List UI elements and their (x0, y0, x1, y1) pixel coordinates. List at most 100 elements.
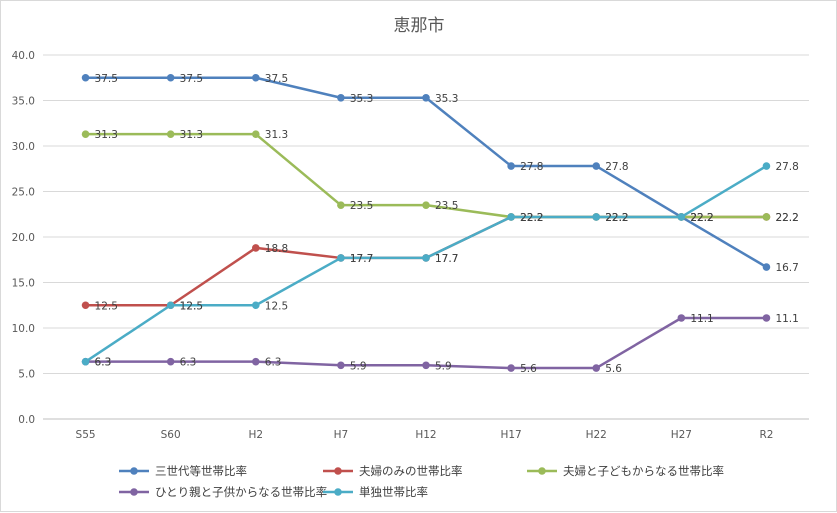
series-1: 37.5 37.5 37.5 35.3 35.3 27.8 27.8 22.2 16.7 (81, 73, 799, 274)
chart-title: 恵那市 (394, 16, 445, 36)
data-point (337, 93, 345, 102)
legend-marker (538, 467, 546, 475)
series-line (84, 164, 768, 363)
data-label: 22.2 (690, 212, 713, 224)
data-label: 22.2 (520, 212, 543, 224)
data-label: 31.3 (265, 129, 288, 141)
legend-label: 三世代等世帯比率 (155, 464, 247, 478)
data-point (251, 130, 260, 138)
data-label: 27.8 (605, 161, 628, 173)
data-label: 17.7 (435, 253, 458, 265)
data-point (762, 213, 771, 221)
data-point (337, 254, 345, 262)
data-point (507, 213, 515, 221)
data-label: 18.8 (265, 243, 288, 255)
data-label: 11.1 (775, 313, 798, 325)
data-label: 22.2 (690, 212, 713, 224)
data-point (422, 201, 430, 209)
data-label: 27.8 (520, 161, 543, 173)
data-label: 17.7 (350, 253, 373, 265)
data-point (762, 314, 771, 322)
data-label: 22.2 (605, 212, 628, 224)
data-point (507, 162, 515, 170)
data-point (507, 364, 515, 372)
data-label: 37.5 (180, 73, 203, 85)
x-tick-label: H7 (334, 429, 349, 441)
data-point (337, 361, 345, 370)
legend-label: 夫婦と子どもからなる世帯比率 (563, 464, 724, 478)
data-label: 35.3 (350, 93, 373, 105)
x-axis-ticks: S55 S60 H2 H7 H12 H17 H22 H27 R2 (76, 429, 774, 441)
data-label: 6.3 (265, 357, 282, 369)
legend-item: ひとり親と子供からなる世帯比率 (119, 485, 327, 499)
data-point (677, 314, 686, 322)
legend-marker (334, 488, 342, 496)
series-3: 31.3 31.3 31.3 23.5 23.5 22.2 22.2 22.2 22.2 (81, 129, 799, 224)
data-label: 12.5 (180, 300, 203, 312)
series-5: 6.3 12.5 12.5 17.7 17.7 22.2 22.2 22.2 27.8 (81, 161, 799, 369)
data-label: 22.2 (775, 212, 798, 224)
data-point (251, 73, 260, 82)
legend: 三世代等世帯比率 夫婦のみの世帯比率 夫婦と子どもからなる世帯比率ひとり親と子供から… (119, 464, 724, 499)
data-point (166, 301, 175, 310)
x-tick-label: S55 (76, 429, 96, 441)
y-tick-label: 10.0 (12, 323, 35, 335)
data-label: 5.6 (605, 363, 622, 375)
data-label: 27.8 (775, 161, 798, 173)
x-tick-label: H17 (500, 429, 521, 441)
data-point (592, 213, 601, 221)
y-tick-label: 15.0 (12, 278, 35, 290)
data-label: 37.5 (95, 73, 118, 85)
data-label: 17.7 (435, 253, 458, 265)
y-tick-label: 5.0 (18, 369, 35, 381)
legend-label: 夫婦のみの世帯比率 (359, 464, 463, 478)
data-label: 6.3 (95, 357, 112, 369)
y-tick-label: 40.0 (12, 50, 35, 62)
legend-label: ひとり親と子供からなる世帯比率 (155, 485, 327, 499)
x-tick-label: H2 (248, 429, 263, 441)
x-tick-label: H27 (671, 429, 692, 441)
data-point (422, 93, 430, 102)
x-tick-label: H22 (586, 429, 607, 441)
x-tick-label: H12 (415, 429, 436, 441)
data-point (166, 130, 175, 138)
x-tick-label: R2 (759, 429, 773, 441)
data-label: 31.3 (95, 129, 118, 141)
data-label: 12.5 (265, 300, 288, 312)
data-label: 5.6 (520, 363, 537, 375)
legend-marker (334, 467, 342, 475)
data-label: 16.7 (775, 262, 798, 274)
y-tick-label: 30.0 (12, 141, 35, 153)
legend-item: 夫婦と子どもからなる世帯比率 (527, 464, 724, 478)
data-label: 22.2 (775, 212, 798, 224)
data-point (677, 213, 686, 221)
legend-item: 単独世帯比率 (323, 485, 428, 499)
data-label: 31.3 (180, 129, 203, 141)
legend-marker (130, 467, 138, 475)
data-point (81, 130, 90, 138)
series-line (84, 76, 768, 269)
data-point (762, 162, 771, 170)
data-label: 6.3 (180, 357, 197, 369)
data-point (762, 263, 771, 271)
data-point (166, 73, 175, 82)
data-point (337, 201, 345, 209)
data-label: 11.1 (690, 313, 713, 325)
legend-label: 単独世帯比率 (359, 485, 428, 499)
legend-item: 三世代等世帯比率 (119, 464, 247, 478)
series-4: 6.3 6.3 6.3 5.9 5.9 5.6 5.6 11.1 11.1 (81, 313, 799, 375)
data-label: 35.3 (435, 93, 458, 105)
data-point (422, 361, 430, 370)
data-point (592, 364, 601, 372)
legend-marker (130, 488, 138, 496)
series-group: 37.5 37.5 37.5 35.3 35.3 27.8 27.8 22.2 16.7 12.5… (81, 73, 799, 375)
data-point (81, 301, 90, 310)
y-tick-label: 20.0 (12, 232, 35, 244)
data-point (81, 357, 90, 366)
data-label: 5.9 (350, 360, 367, 372)
data-point (81, 73, 90, 82)
data-label: 6.3 (95, 357, 112, 369)
y-tick-label: 25.0 (12, 187, 35, 199)
